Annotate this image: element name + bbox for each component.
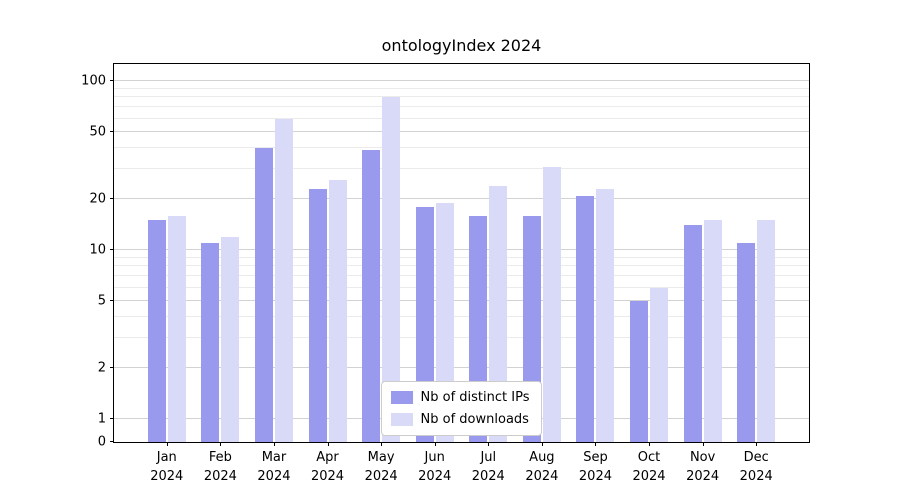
gridline-minor bbox=[114, 337, 809, 339]
gridline-minor bbox=[114, 275, 809, 277]
x-tick-mark bbox=[273, 442, 275, 446]
x-tick-mark bbox=[595, 442, 597, 446]
y-tick-label: 20 bbox=[89, 191, 106, 207]
bar-nb-of-downloads-sep bbox=[596, 188, 615, 442]
bar-nb-of-downloads-oct bbox=[650, 287, 669, 442]
x-tick-mark bbox=[702, 442, 704, 446]
legend: Nb of distinct IPs Nb of downloads bbox=[380, 381, 543, 436]
gridline-minor bbox=[114, 256, 809, 258]
bar-nb-of-distinct-ips-apr bbox=[308, 188, 327, 442]
x-tick-mark bbox=[166, 442, 168, 446]
legend-swatch-distinct-ips bbox=[390, 391, 413, 404]
y-tick-label: 10 bbox=[89, 242, 106, 258]
x-tick-mark bbox=[434, 442, 436, 446]
x-tick-label-nov: Nov 2024 bbox=[686, 450, 720, 484]
gridline-minor bbox=[114, 316, 809, 318]
x-tick-mark bbox=[488, 442, 490, 446]
legend-entry-distinct-ips: Nb of distinct IPs bbox=[390, 390, 530, 405]
x-tick-label-jul: Jul 2024 bbox=[471, 450, 505, 484]
gridline-minor bbox=[114, 168, 809, 170]
gridline-major bbox=[114, 367, 809, 369]
gridline-major bbox=[114, 299, 809, 301]
y-tick-mark bbox=[110, 299, 114, 301]
legend-label-distinct-ips: Nb of distinct IPs bbox=[420, 390, 530, 405]
bar-nb-of-distinct-ips-nov bbox=[683, 225, 702, 442]
legend-label-downloads: Nb of downloads bbox=[420, 412, 529, 427]
gridline-major bbox=[114, 80, 809, 81]
y-tick-mark bbox=[110, 249, 114, 250]
gridline-minor bbox=[114, 87, 809, 89]
bar-nb-of-downloads-aug bbox=[542, 166, 561, 442]
bar-nb-of-distinct-ips-dec bbox=[737, 243, 756, 442]
gridline-minor bbox=[114, 117, 809, 119]
y-tick-label: 5 bbox=[97, 293, 106, 309]
legend-swatch-downloads bbox=[390, 413, 413, 426]
legend-entry-downloads: Nb of downloads bbox=[390, 412, 530, 427]
gridline-major bbox=[114, 198, 809, 200]
bar-nb-of-distinct-ips-mar bbox=[254, 148, 273, 442]
x-tick-mark bbox=[649, 442, 651, 446]
bar-nb-of-downloads-dec bbox=[757, 220, 776, 442]
x-tick-mark bbox=[381, 442, 383, 446]
y-tick-mark bbox=[110, 367, 114, 369]
bar-nb-of-downloads-apr bbox=[328, 179, 347, 442]
gridline-minor bbox=[114, 147, 809, 149]
plot-area: Nb of distinct IPs Nb of downloads 0 1 2 5 1… bbox=[81, 63, 810, 484]
bar-nb-of-distinct-ips-feb bbox=[201, 243, 220, 442]
x-tick-mark bbox=[541, 442, 543, 446]
y-tick-mark bbox=[110, 198, 114, 200]
y-tick-mark bbox=[110, 441, 114, 442]
bar-nb-of-distinct-ips-sep bbox=[576, 195, 595, 442]
x-tick-label-jun: Jun 2024 bbox=[418, 450, 452, 484]
x-tick-label-oct: Oct 2024 bbox=[632, 450, 666, 484]
x-tick-label-may: May 2024 bbox=[364, 450, 398, 484]
x-tick-label-dec: Dec 2024 bbox=[739, 450, 773, 484]
bar-nb-of-distinct-ips-may bbox=[362, 150, 381, 442]
y-tick-label: 0 bbox=[97, 434, 106, 450]
x-tick-label-mar: Mar 2024 bbox=[257, 450, 291, 484]
gridline-minor bbox=[114, 96, 809, 98]
bar-nb-of-distinct-ips-oct bbox=[630, 300, 649, 442]
gridline-major bbox=[114, 249, 809, 250]
x-tick-mark bbox=[327, 442, 329, 446]
y-tick-mark bbox=[110, 80, 114, 81]
x-tick-label-sep: Sep 2024 bbox=[578, 450, 612, 484]
bar-nb-of-downloads-jan bbox=[167, 215, 186, 442]
x-tick-label-apr: Apr 2024 bbox=[310, 450, 345, 484]
gridline-major bbox=[114, 130, 809, 132]
x-tick-label-aug: Aug 2024 bbox=[525, 450, 559, 484]
gridline-minor bbox=[114, 286, 809, 288]
bar-nb-of-downloads-mar bbox=[274, 118, 293, 442]
y-tick-label: 100 bbox=[81, 73, 106, 89]
bar-nb-of-distinct-ips-jan bbox=[147, 220, 166, 442]
bar-nb-of-downloads-nov bbox=[703, 220, 722, 442]
x-tick-label-jan: Jan 2024 bbox=[150, 450, 184, 484]
x-tick-label-feb: Feb 2024 bbox=[203, 450, 237, 484]
y-tick-label: 50 bbox=[89, 124, 106, 140]
x-tick-mark bbox=[220, 442, 222, 446]
bar-nb-of-downloads-feb bbox=[221, 236, 240, 442]
x-tick-mark bbox=[756, 442, 758, 446]
y-tick-mark bbox=[110, 418, 114, 419]
y-tick-label: 2 bbox=[97, 360, 106, 376]
gridline-minor bbox=[114, 265, 809, 267]
bar-nb-of-downloads-may bbox=[382, 97, 401, 442]
y-tick-label: 1 bbox=[97, 411, 106, 427]
bar-nb-of-downloads-jul bbox=[489, 185, 508, 442]
gridline-minor bbox=[114, 106, 809, 108]
y-tick-mark bbox=[110, 130, 114, 132]
chart-title: ontologyIndex 2024 bbox=[381, 36, 542, 55]
